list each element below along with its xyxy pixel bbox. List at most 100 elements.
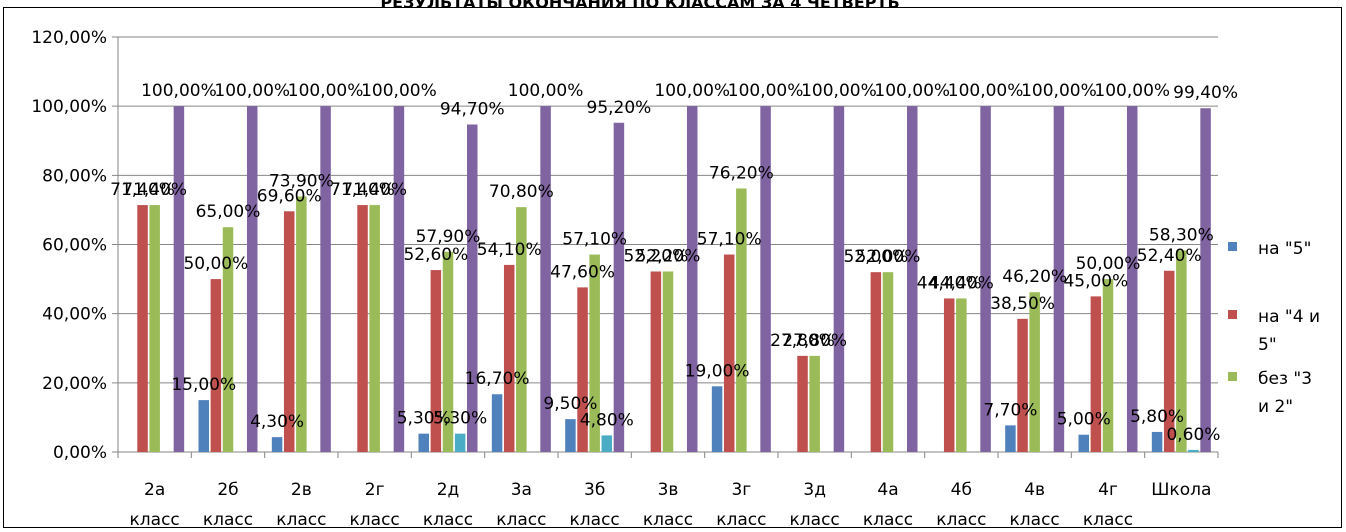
data-label: 65,00% bbox=[196, 202, 261, 222]
bar bbox=[1176, 250, 1187, 452]
bar bbox=[809, 355, 820, 452]
bar bbox=[418, 433, 429, 452]
bar bbox=[1163, 270, 1175, 452]
y-tick-label: 20,00% bbox=[42, 374, 107, 394]
bar bbox=[369, 205, 380, 452]
bar bbox=[1029, 292, 1040, 452]
bar bbox=[613, 122, 625, 453]
bar bbox=[393, 106, 405, 453]
bar bbox=[283, 211, 295, 452]
bar bbox=[247, 106, 258, 453]
data-label: 58,30% bbox=[1149, 225, 1214, 245]
bar bbox=[711, 386, 723, 452]
x-tick-label-line2: класс bbox=[936, 510, 986, 530]
y-tick-label: 0,00% bbox=[53, 443, 107, 463]
data-label: 94,70% bbox=[440, 99, 505, 119]
data-label: 7,70% bbox=[983, 400, 1037, 420]
data-label: 70,80% bbox=[489, 182, 554, 202]
bar bbox=[589, 254, 600, 452]
bar bbox=[1053, 106, 1065, 453]
x-tick-label-line2: класс bbox=[790, 510, 840, 530]
data-label: 52,40% bbox=[1137, 246, 1202, 266]
bar bbox=[882, 272, 894, 452]
x-tick-label: 4г bbox=[1098, 480, 1118, 500]
data-label: 45,00% bbox=[1063, 271, 1128, 291]
bar bbox=[1078, 434, 1089, 452]
bar bbox=[442, 251, 454, 452]
bar bbox=[601, 435, 613, 452]
bar bbox=[1090, 296, 1102, 452]
bar bbox=[797, 355, 808, 452]
data-label: 100,00% bbox=[288, 81, 364, 101]
legend-label: и 2" bbox=[1258, 397, 1293, 417]
data-label: 69,60% bbox=[257, 186, 322, 206]
y-tick-label: 40,00% bbox=[42, 305, 107, 325]
x-tick-label-line2: класс bbox=[570, 510, 620, 530]
bar bbox=[503, 264, 515, 452]
bar bbox=[210, 279, 222, 452]
bar bbox=[723, 254, 735, 452]
chart-frame-border bbox=[3, 7, 1342, 528]
bar bbox=[1188, 449, 1199, 452]
y-tick-label: 100,00% bbox=[31, 97, 107, 117]
bar bbox=[454, 433, 466, 452]
data-label: 71,40% bbox=[342, 180, 407, 200]
x-tick-label-line2: класс bbox=[350, 510, 400, 530]
data-label: 4,80% bbox=[580, 410, 634, 430]
data-label: 9,50% bbox=[543, 394, 597, 414]
data-label: 52,60% bbox=[403, 245, 468, 265]
chart-title: РЕЗУЛЬТАТЫ ОКОНЧАНИЯ ПО КЛАССАМ ЗА 4 ЧЕТ… bbox=[380, 0, 899, 12]
bar bbox=[980, 106, 991, 453]
legend-label: на "5" bbox=[1258, 239, 1311, 259]
bar bbox=[1151, 431, 1163, 452]
x-tick-label-line2: класс bbox=[203, 510, 253, 530]
data-label: 52,00% bbox=[856, 247, 921, 267]
data-label: 15,00% bbox=[171, 375, 236, 395]
x-tick-label: 4а bbox=[877, 480, 898, 500]
data-label: 71,40% bbox=[110, 180, 175, 200]
bar bbox=[736, 188, 747, 452]
bar bbox=[173, 106, 185, 453]
data-label: 57,10% bbox=[697, 230, 762, 250]
data-label: 44,40% bbox=[929, 273, 994, 293]
data-label: 50,00% bbox=[1076, 254, 1141, 274]
data-label: 100,00% bbox=[948, 81, 1024, 101]
data-label: 57,90% bbox=[416, 227, 481, 247]
data-label: 27,80% bbox=[782, 331, 847, 351]
x-tick-label: Школа bbox=[1151, 480, 1211, 500]
data-label: 100,00% bbox=[361, 81, 437, 101]
x-tick-label-line2: класс bbox=[643, 510, 693, 530]
x-tick-label-line2: класс bbox=[130, 510, 180, 530]
bar bbox=[943, 298, 955, 452]
data-label: 73,90% bbox=[269, 171, 334, 191]
bar bbox=[907, 106, 918, 453]
data-label: 27,80% bbox=[770, 331, 835, 351]
bar bbox=[137, 205, 148, 452]
bar bbox=[1102, 279, 1114, 452]
legend-swatch bbox=[1228, 310, 1237, 319]
bar bbox=[687, 106, 698, 453]
legend-swatch bbox=[1228, 242, 1237, 251]
data-label: 5,30% bbox=[397, 409, 451, 429]
data-label: 19,00% bbox=[685, 361, 750, 381]
data-label: 57,10% bbox=[562, 230, 627, 250]
x-tick-label: 2в bbox=[291, 480, 312, 500]
x-tick-label-line2: класс bbox=[863, 510, 913, 530]
data-label: 44,40% bbox=[917, 273, 982, 293]
x-tick-label-line2: класс bbox=[423, 510, 473, 530]
data-label: 100,00% bbox=[874, 81, 950, 101]
x-tick-label: 3д bbox=[803, 480, 826, 500]
data-label: 5,00% bbox=[1057, 410, 1111, 430]
bar bbox=[540, 106, 551, 453]
bar bbox=[198, 400, 209, 452]
bar bbox=[222, 227, 234, 452]
data-label: 100,00% bbox=[508, 81, 584, 101]
data-label: 95,20% bbox=[587, 98, 652, 118]
legend-label: на "4 и bbox=[1258, 307, 1320, 327]
data-label: 52,20% bbox=[636, 246, 701, 266]
data-label: 5,30% bbox=[433, 409, 487, 429]
x-tick-label: 2б bbox=[217, 480, 238, 500]
x-tick-label-line2: класс bbox=[496, 510, 546, 530]
bar bbox=[149, 205, 160, 452]
